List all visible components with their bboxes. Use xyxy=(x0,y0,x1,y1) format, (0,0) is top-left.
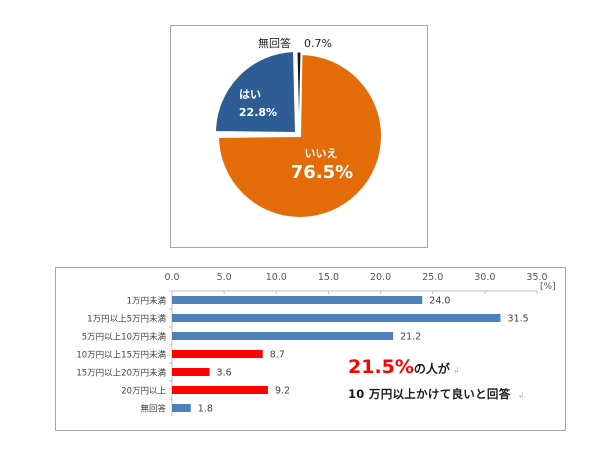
category-label: 1万円未満 xyxy=(127,296,167,307)
bar-value-label: 31.5 xyxy=(508,314,529,325)
bar xyxy=(172,386,268,394)
category-label: 無回答 xyxy=(140,404,166,415)
pie-value-no-answer: 0.7% xyxy=(304,37,332,50)
x-tick-label: 35.0 xyxy=(526,272,547,283)
x-tick-label: 5.0 xyxy=(217,272,232,283)
bar xyxy=(172,332,394,340)
x-tick-label: 15.0 xyxy=(318,272,339,283)
pie-slice-no xyxy=(216,52,383,219)
callout-line2-text: 10 万円以上かけて良いと回答 xyxy=(348,387,511,401)
callout-highlight: 21.5% xyxy=(348,356,414,378)
category-label: 5万円以上10万円未満 xyxy=(82,332,167,343)
category-label: 15万円以上20万円未満 xyxy=(76,368,166,379)
bar xyxy=(172,314,501,322)
bars: 1万円未満 24.0 1万円以上5万円未満 31.5 5万円以上10万円未満 21.2 10… xyxy=(76,290,529,415)
paragraph-mark-icon: ↲ xyxy=(517,391,525,400)
pie-slice-yes xyxy=(213,49,298,135)
bar-value-label: 21.2 xyxy=(400,332,421,343)
callout-line2: 10 万円以上かけて良いと回答 ↲ xyxy=(348,386,525,402)
category-label: 20万円以上 xyxy=(121,387,166,397)
pie-value-yes: 22.8% xyxy=(239,106,277,119)
unit-label: [%] xyxy=(540,282,556,292)
pie-label-yes: はい xyxy=(239,88,261,101)
category-label: 10万円以上15万円未満 xyxy=(76,350,166,361)
bar xyxy=(172,296,423,304)
pie-value-no: 76.5% xyxy=(291,162,353,183)
x-tick-label: 30.0 xyxy=(474,272,495,283)
x-tick-label: 10.0 xyxy=(266,272,287,283)
x-tick-label: 20.0 xyxy=(370,272,391,283)
paragraph-mark-icon: ↲ xyxy=(452,366,460,375)
x-axis-ticks: 0.0 5.0 10.0 15.0 20.0 25.0 30.0 35.0 xyxy=(164,272,548,294)
bar-chart-panel xyxy=(55,267,566,431)
bar-value-label: 1.8 xyxy=(198,404,213,415)
bar xyxy=(172,368,210,376)
pie-label-no: いいえ xyxy=(305,147,338,160)
x-tick-label: 25.0 xyxy=(422,272,443,283)
bar-value-label: 9.2 xyxy=(275,386,290,397)
pie-label-no-answer: 無回答 xyxy=(258,36,291,50)
callout-line1: 21.5% の人が ↲ xyxy=(348,356,525,378)
bar xyxy=(172,404,191,412)
x-tick-label: 0.0 xyxy=(164,272,179,283)
bar-value-label: 24.0 xyxy=(429,296,450,307)
callout-text: 21.5% の人が ↲ 10 万円以上かけて良いと回答 ↲ xyxy=(348,356,525,402)
bar-value-label: 8.7 xyxy=(270,350,285,361)
pie-slice-no-answer xyxy=(296,51,302,135)
callout-line1-rest: の人が xyxy=(413,362,450,376)
category-label: 1万円以上5万円未満 xyxy=(87,314,166,325)
bar xyxy=(172,350,263,358)
bar-value-label: 3.6 xyxy=(217,368,232,379)
